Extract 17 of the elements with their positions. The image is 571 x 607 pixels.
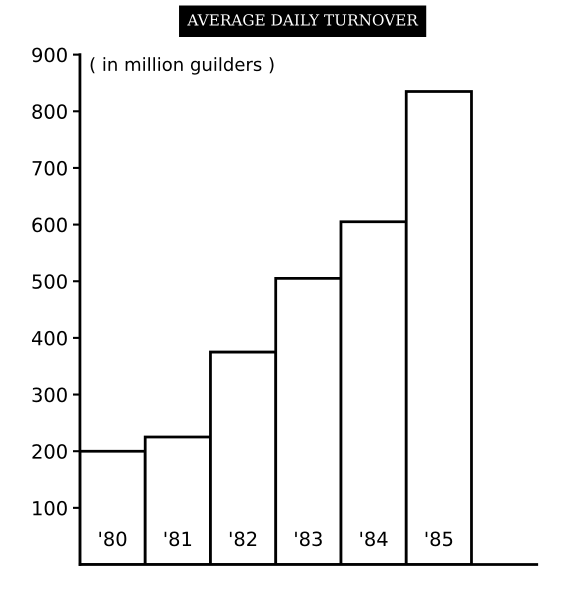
y-tick-label: 200 xyxy=(32,444,67,459)
y-tick-label: 100 xyxy=(33,500,67,516)
x-tick-label: '83 xyxy=(295,532,322,546)
y-tick-label: 300 xyxy=(32,388,67,402)
y-tick-label: 700 xyxy=(32,160,67,176)
x-tick-label: '80 xyxy=(99,532,126,546)
x-tick-label: '82 xyxy=(230,532,256,546)
chart-title: AVERAGE DAILY TURNOVER xyxy=(187,14,418,26)
y-tick-label: 800 xyxy=(32,104,67,119)
x-tick-label: '81 xyxy=(164,532,192,546)
y-tick-label: 500 xyxy=(32,274,67,289)
x-tick-label: '84 xyxy=(360,532,388,546)
chart-subtitle: ( in million guilders ) xyxy=(90,57,274,75)
y-tick-label: 400 xyxy=(32,330,67,346)
x-tick-label: '85 xyxy=(426,532,452,546)
y-tick-label: 600 xyxy=(32,218,67,232)
y-tick-label: 900 xyxy=(32,48,67,62)
